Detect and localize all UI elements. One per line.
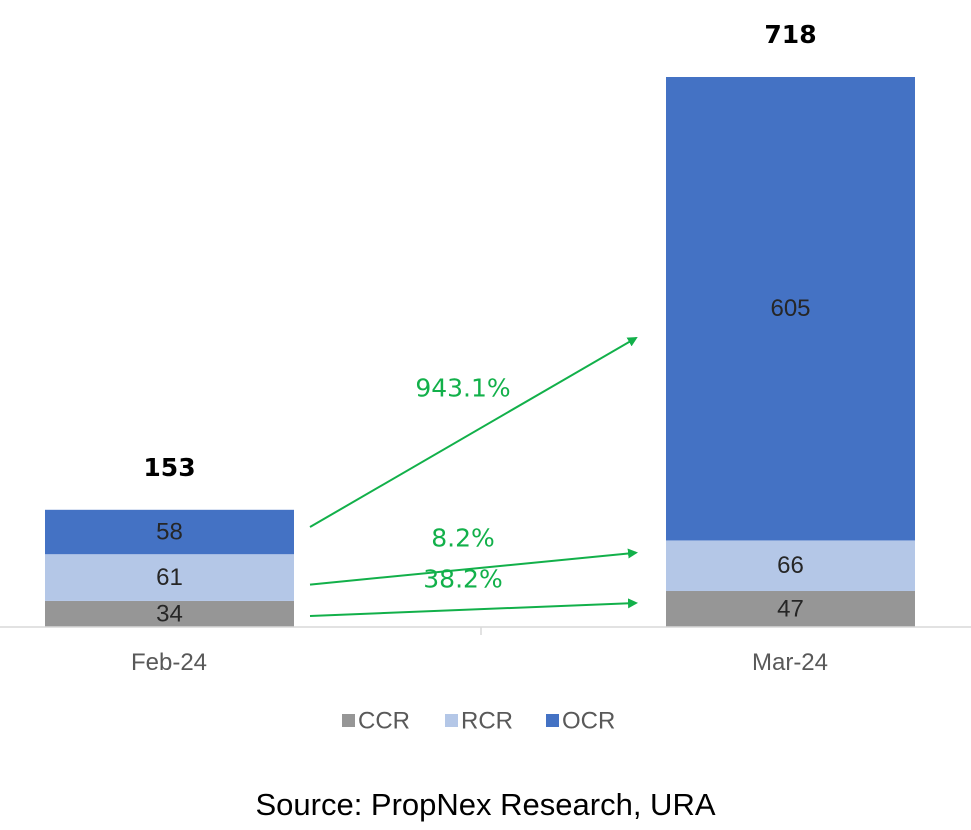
x-tick-label-feb-24: Feb-24: [131, 649, 207, 676]
data-label-rcr-feb-24: 61: [156, 564, 183, 591]
growth-label-rcr: 8.2%: [431, 524, 495, 553]
data-label-ccr-feb-24: 34: [156, 600, 183, 627]
legend-swatch-ccr: [342, 714, 355, 727]
legend-swatch-ocr: [546, 714, 559, 727]
data-label-ocr-mar-24: 605: [770, 295, 810, 322]
bar-rcr-mar-24: [666, 540, 915, 591]
data-label-ocr-feb-24: 58: [156, 519, 183, 546]
bar-ocr-feb-24: [45, 509, 294, 555]
data-label-ccr-mar-24: 47: [777, 595, 804, 622]
growth-label-ocr: 943.1%: [415, 374, 510, 403]
legend-label-rcr: RCR: [461, 708, 513, 735]
stacked-bar-chart: 34 61 58 153 Feb-24 47 66 605 718 Mar-24 943.1% 8.…: [0, 20, 971, 735]
bar-ccr-feb-24: [45, 600, 294, 627]
bar-ocr-mar-24: [666, 77, 915, 541]
data-label-rcr-mar-24: 66: [777, 552, 804, 579]
x-tick-label-mar-24: Mar-24: [752, 649, 828, 676]
total-label-mar-24: 718: [764, 20, 816, 49]
growth-label-ccr: 38.2%: [423, 564, 502, 593]
growth-arrow-ccr: [309, 598, 638, 617]
source-note: Source: PropNex Research, URA: [255, 787, 716, 822]
bar-rcr-feb-24: [45, 554, 294, 601]
growth-arrow-rcr: [309, 548, 638, 586]
legend-swatch-rcr: [445, 714, 458, 727]
growth-arrow-ocr: [309, 336, 638, 528]
legend-label-ocr: OCR: [562, 708, 615, 735]
legend-label-ccr: CCR: [358, 708, 410, 735]
total-label-feb-24: 153: [143, 453, 195, 482]
bar-ccr-mar-24: [666, 590, 915, 627]
